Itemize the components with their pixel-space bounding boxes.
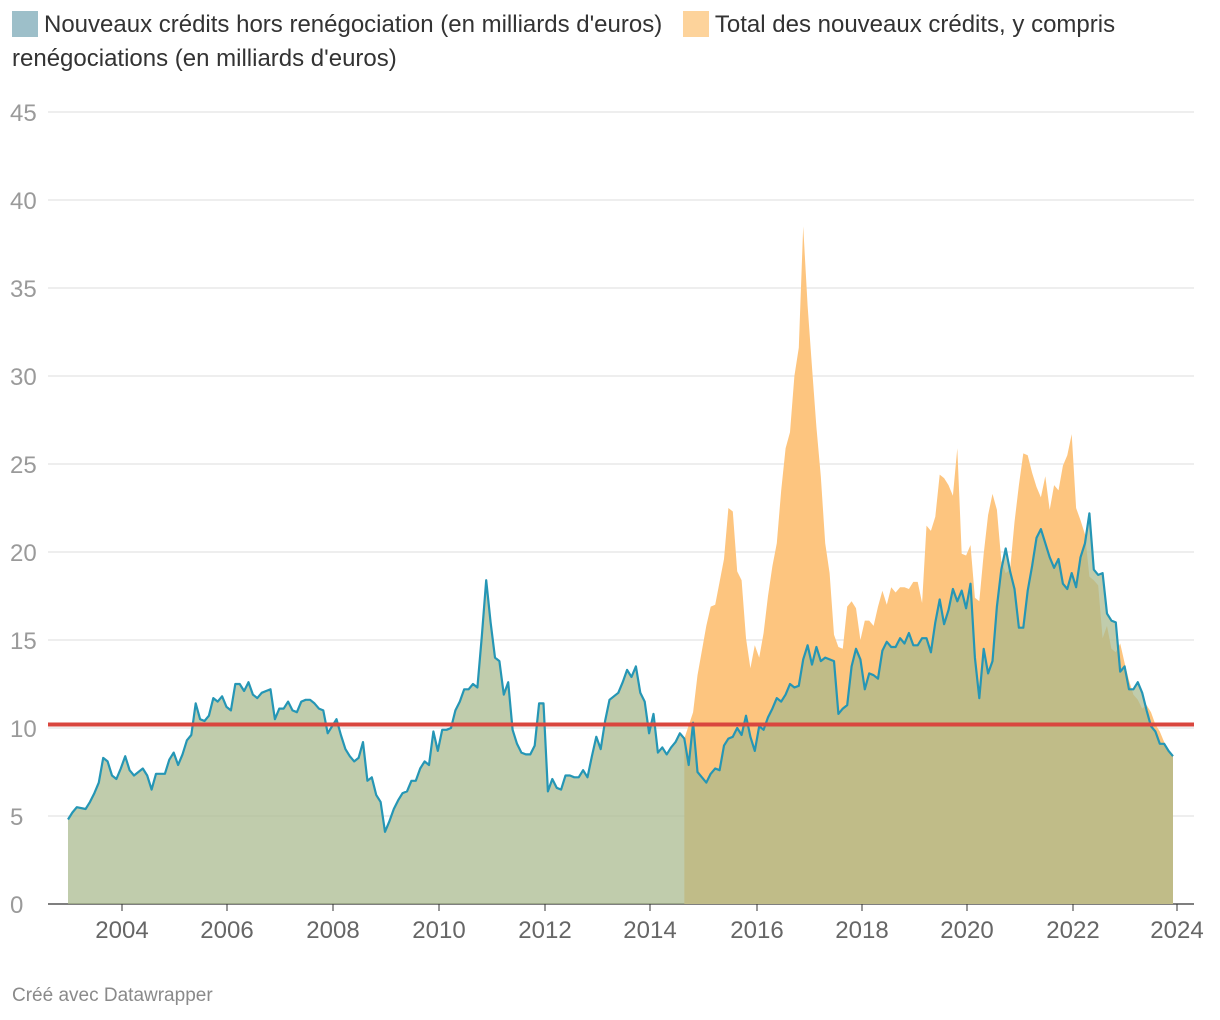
x-tick-2016: 2016 (730, 917, 783, 944)
y-tick-30: 30 (10, 364, 37, 391)
y-tick-35: 35 (10, 276, 37, 303)
x-tick-2010: 2010 (412, 917, 465, 944)
x-tick-2006: 2006 (200, 917, 253, 944)
legend-item-total[interactable]: Total des nouveaux crédits, y compris re… (12, 11, 1115, 72)
area-hors (68, 513, 1173, 904)
x-tick-2020: 2020 (940, 917, 993, 944)
y-tick-45: 45 (10, 100, 37, 127)
x-tick-2008: 2008 (306, 917, 359, 944)
x-tick-2022: 2022 (1046, 917, 1099, 944)
x-tick-2018: 2018 (835, 917, 888, 944)
y-tick-25: 25 (10, 452, 37, 479)
legend: Nouveaux crédits hors renégociation (en … (12, 8, 1202, 76)
legend-swatch-total (682, 11, 709, 37)
legend-swatch-hors (12, 11, 38, 37)
x-tick-labels: 2004 2006 2008 2010 2012 2014 2016 2018 2020 2022… (95, 904, 1204, 944)
y-tick-10: 10 (10, 716, 37, 743)
y-tick-20: 20 (10, 540, 37, 567)
lines (48, 512, 1194, 833)
x-tick-2024: 2024 (1150, 917, 1203, 944)
credit-text: Créé avec Datawrapper (12, 985, 213, 1006)
x-tick-2014: 2014 (623, 917, 676, 944)
y-tick-labels: 0 5 10 15 20 25 30 35 40 45 (10, 100, 37, 919)
line-hors (67, 512, 1174, 833)
legend-label-hors: Nouveaux crédits hors renégociation (en … (44, 11, 663, 38)
y-tick-0: 0 (10, 892, 23, 919)
areas (68, 226, 1173, 904)
x-tick-2004: 2004 (95, 917, 148, 944)
legend-label-total: Total des nouveaux crédits, y compris re… (12, 11, 1116, 72)
legend-item-hors[interactable]: Nouveaux crédits hors renégociation (en … (12, 11, 662, 38)
y-tick-15: 15 (10, 628, 37, 655)
y-tick-40: 40 (10, 188, 37, 215)
x-tick-2012: 2012 (518, 917, 571, 944)
y-tick-5: 5 (10, 804, 23, 831)
